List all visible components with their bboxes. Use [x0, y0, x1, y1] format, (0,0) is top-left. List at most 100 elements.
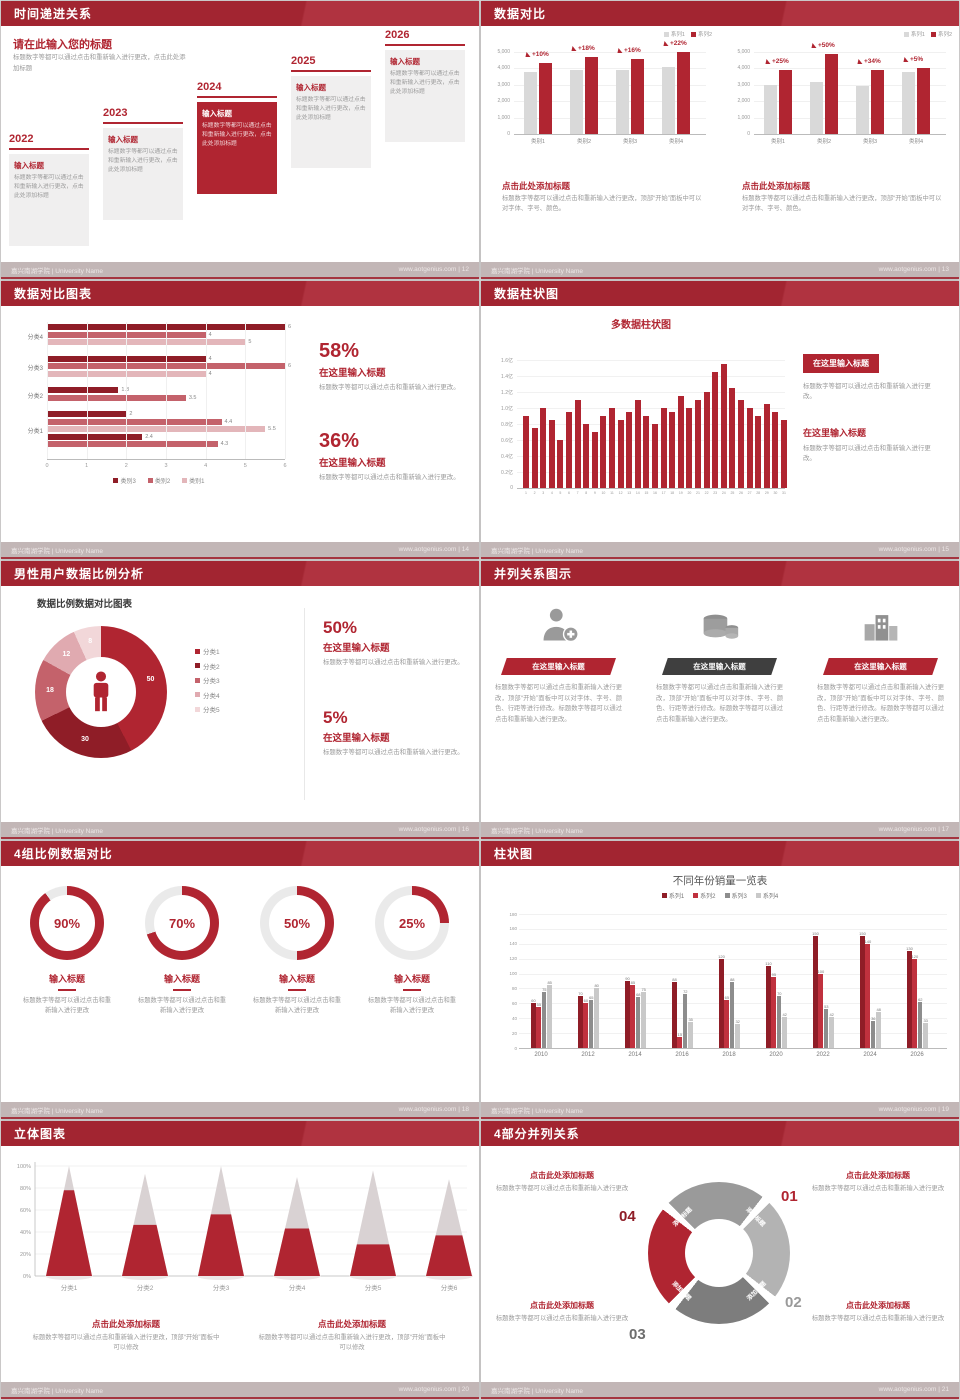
timeline-year: 2026 [385, 29, 410, 41]
axis-tick-label: 28 [756, 491, 761, 495]
gridline [514, 117, 706, 119]
slide-17-header: 并列关系图示 [481, 561, 959, 586]
slide-18[interactable]: 4组比例数据对比 90% 输入标题 标题数字等都可以通过点击和重新输入进行更改 … [1, 841, 479, 1119]
bar-value-label: 53 [824, 1003, 829, 1009]
bar-value-label: 90 [625, 976, 630, 981]
circle-diagram: 添加标题 添加标题 添加标题 添加标题 [648, 1182, 790, 1324]
footer-page: www.aotgenius.com | 16 [398, 826, 469, 833]
bar-value-label: 5 [248, 339, 252, 345]
bar-callout: +10% [525, 51, 549, 58]
axis-tick-label: 4,000 [497, 65, 510, 72]
block-text: 标题数字等都可以通过点击和重新输入进行更改。 [803, 445, 931, 463]
caption-text: 标题数字等都可以通过点击和重新输入进行更改，顶部“开始”面板中可以修改 [258, 1334, 446, 1352]
slide-13[interactable]: 数据对比 系列1 系列2 5,000 4,000 3,000 2,000 1,000 0 类别1… [481, 1, 959, 279]
caption-text: 标题数字等都可以通过点击和重新输入进行更改 [495, 1185, 629, 1192]
footer-page: www.aotgenius.com | 18 [398, 1106, 469, 1113]
gridline [517, 456, 785, 457]
axis-tick-label: 60 [511, 1000, 517, 1006]
gridline [519, 928, 947, 930]
axis-tick-label: 160 [509, 926, 517, 932]
gridline [519, 914, 947, 915]
caption-heading: 点击此处添加标题 [91, 1319, 160, 1329]
axis-tick-label: 40% [20, 1230, 31, 1236]
slide-14[interactable]: 数据对比图表 6 4 5 分类4 4 6 4 分类3 1.8 3.5 分类2 2 4.4 5.5 2.4 4.… [1, 281, 479, 559]
slide-14-body: 6 4 5 分类4 4 6 4 分类3 1.8 3.5 分类2 2 4.4 5.5 2.4 4.3 分类1 0 1 2… [1, 306, 479, 542]
axis-category-label: 分类2 [137, 1283, 154, 1292]
bar-value-label: 4 [208, 355, 212, 362]
bar-value-label: 4 [208, 370, 212, 377]
flag-icon [617, 47, 624, 53]
slide-20-body: 100% 80% 60% 40% 20% 0% 分类1 分类2 分类3 分类4 分类5 分类6 点击此… [1, 1146, 479, 1382]
bar [669, 412, 676, 488]
axis-tick-label: 6 [283, 462, 287, 469]
bar-value-label: 65 [589, 994, 594, 1000]
gridline [205, 322, 207, 459]
gridline [517, 360, 785, 361]
callout-label: +34% [864, 58, 881, 66]
axis-tick-label: 0 [514, 1045, 517, 1051]
bar-value-label: 55 [536, 1002, 542, 1008]
bar-value-label: 60 [583, 998, 589, 1004]
bar [735, 1024, 740, 1048]
axis-tick-label: 60% [20, 1208, 31, 1214]
axis-tick-label: 1.0亿 [501, 406, 513, 412]
timeline-card: 输入标题 标题数字等都可以通过点击和重新输入进行更改，点击此处添加标题 [385, 50, 465, 142]
ring-heading: 输入标题 [393, 974, 430, 984]
bar [652, 424, 658, 488]
bar-value-label: 15 [677, 1031, 683, 1037]
item-title-banner: 在这里输入标题 [823, 658, 938, 675]
axis-category-label: 分类2 [27, 393, 43, 400]
axis-tick-label: 4 [204, 462, 208, 469]
footer-page: www.aotgenius.com | 21 [878, 1386, 949, 1393]
timeline-line [9, 148, 89, 150]
ring-percent: 25% [384, 895, 440, 951]
heading-underline [403, 989, 421, 991]
slide-20-footer: 嘉兴南湖学院 | University Name www.aotgenius.c… [1, 1382, 479, 1397]
donut-value-label: 8 [88, 638, 93, 646]
slide-19-body: 不同年份销量一览表 系列1 系列2 系列3 系列4 0 20 40 60 80 100 120 14… [481, 866, 959, 1102]
timeline-card-text: 标题数字等都可以通过点击和重新输入进行更改，点击此处添加标题 [390, 71, 460, 95]
legend-swatch [195, 706, 200, 712]
slide-20[interactable]: 立体图表 100% 80% 60% 40% 20% 0% 分类1 分类2 分类3 分类4 分类5 分类… [1, 1121, 479, 1399]
slide-12[interactable]: 时间递进关系 请在此输入您的标题 标题数字等都可以通过点击和重新输入进行更改，点… [1, 1, 479, 279]
axis-category-label: 分类4 [27, 334, 43, 341]
bar [746, 408, 753, 488]
ring-heading: 输入标题 [48, 974, 85, 984]
footer-org: 嘉兴南湖学院 | University Name [11, 1387, 103, 1395]
slide-15[interactable]: 数据柱状图 多数据柱状图 1.6亿 1.4亿 1.2亿 1.0亿 0.8亿 0.6亿 0.4… [481, 281, 959, 559]
axis-category-label: 类别2 [576, 139, 592, 145]
axis-category-label: 类别4 [668, 139, 684, 145]
slide-21[interactable]: 4部分并列关系 添加标题 添加标题 添加标题 添加标题 01 02 03 04 … [481, 1121, 959, 1399]
donut-value-label: 30 [81, 736, 89, 744]
legend-item: 分类2 [195, 661, 220, 671]
legend-item: 类别1 [182, 476, 205, 485]
axis-tick-label: 30 [773, 491, 778, 495]
slide-16[interactable]: 男性用户数据比例分析 数据比例数据对比图表 50 30 18 12 8 分类1 分类2 分类… [1, 561, 479, 839]
slide-19[interactable]: 柱状图 不同年份销量一览表 系列1 系列2 系列3 系列4 0 20 40 60 80 100 1… [481, 841, 959, 1119]
footer-page: www.aotgenius.com | 14 [398, 546, 469, 553]
axis-tick-label: 20% [20, 1252, 31, 1258]
bar [47, 441, 218, 447]
bar-series2 [825, 53, 838, 134]
slide-17[interactable]: 并列关系图示 在这里输入标题 标题数字等都可以通过点击和重新输入进行更改，顶部“… [481, 561, 959, 839]
gridline [86, 322, 88, 459]
bar-value-label: 65 [724, 994, 730, 1000]
axis-tick-label: 1 [525, 491, 527, 495]
timeline-card-title: 输入标题 [14, 161, 44, 170]
bar [578, 995, 583, 1048]
donut-center [66, 657, 136, 727]
slide-18-header: 4组比例数据对比 [1, 841, 479, 866]
slide-title: 时间递进关系 [14, 7, 93, 21]
timeline-card-title: 输入标题 [202, 109, 232, 118]
slide-13-header: 数据对比 [481, 1, 959, 26]
legend-swatch [755, 893, 761, 898]
axis-tick-label: 31 [782, 491, 786, 495]
axis-tick-label: 1,000 [737, 114, 750, 121]
slide-19-footer: 嘉兴南湖学院 | University Name www.aotgenius.c… [481, 1102, 959, 1117]
bar [677, 396, 684, 488]
axis-tick-label: 26 [739, 491, 743, 495]
gridline [517, 424, 785, 425]
title-badge: 在这里输入标题 [803, 354, 879, 373]
bar-value-label: 48 [876, 1007, 881, 1013]
gridline [754, 101, 946, 103]
